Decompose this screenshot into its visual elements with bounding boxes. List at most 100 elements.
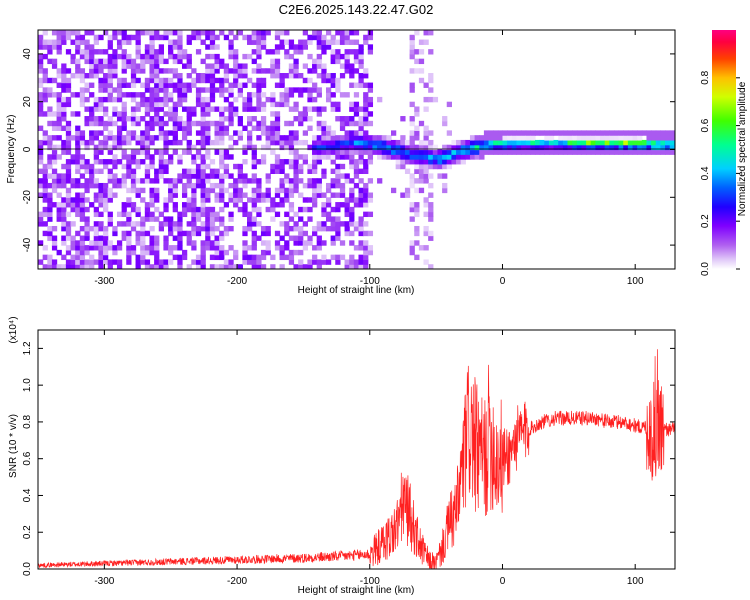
heatmap-cell: [61, 221, 67, 227]
heatmap-cell: [247, 139, 253, 146]
heatmap-cell: [191, 159, 197, 165]
heatmap-cell: [84, 87, 90, 93]
heatmap-cell: [154, 197, 160, 203]
heatmap-cell: [572, 135, 578, 141]
heatmap-cell: [158, 49, 165, 55]
heatmap-cell: [237, 178, 243, 184]
heatmap-cell: [103, 249, 109, 256]
heatmap-cell: [103, 225, 109, 232]
heatmap-cell: [98, 144, 104, 151]
heatmap-cell: [93, 225, 99, 232]
heatmap-cell: [316, 53, 322, 60]
heatmap-cell: [442, 182, 448, 189]
heatmap-cell: [47, 111, 53, 117]
heatmap-cell: [195, 77, 202, 84]
heatmap-cell: [75, 154, 81, 160]
heatmap-cell: [293, 163, 299, 170]
heatmap-cell: [38, 221, 44, 227]
heatmap-cell: [135, 34, 141, 41]
heatmap-cell: [428, 182, 434, 189]
heatmap-cell: [242, 192, 248, 198]
heatmap-cell: [233, 163, 239, 170]
heatmap-cell: [353, 58, 360, 65]
heatmap-cell: [65, 264, 72, 269]
heatmap-cell: [223, 230, 230, 237]
heatmap-cell: [293, 182, 299, 189]
heatmap-cell: [65, 230, 72, 237]
heatmap-cell: [47, 106, 53, 112]
heatmap-cell: [135, 221, 141, 227]
heatmap-cell: [581, 135, 587, 141]
heatmap-cell: [637, 135, 643, 141]
heatmap-cell: [103, 187, 109, 194]
heatmap-cell: [270, 130, 276, 136]
heatmap-cell: [335, 173, 341, 179]
heatmap-cell: [321, 34, 327, 41]
heatmap-cell: [200, 168, 206, 174]
heatmap-cell: [525, 139, 531, 146]
heatmap-cell: [260, 249, 267, 256]
heatmap-cell: [228, 211, 234, 218]
spectrogram-cells: [38, 30, 675, 269]
heatmap-cell: [130, 73, 137, 79]
heatmap-cell: [414, 106, 420, 112]
heatmap-cell: [288, 182, 295, 189]
heatmap-cell: [284, 245, 290, 251]
heatmap-cell: [144, 264, 151, 269]
heatmap-cell: [312, 259, 318, 265]
heatmap-cell: [395, 159, 401, 165]
heatmap-cell: [335, 254, 341, 261]
heatmap-cell: [307, 168, 313, 174]
heatmap-cell: [502, 135, 508, 141]
heatmap-cell: [274, 116, 281, 122]
heatmap-cell: [177, 73, 183, 79]
heatmap-cell: [75, 264, 81, 269]
heatmap-cell: [177, 82, 183, 88]
heatmap-cell: [219, 254, 225, 261]
heatmap-cell: [158, 154, 165, 160]
heatmap-cell: [349, 211, 355, 218]
heatmap-cell: [177, 58, 183, 65]
heatmap-cell: [38, 92, 44, 98]
heatmap-cell: [107, 58, 113, 65]
heatmap-cell: [548, 149, 555, 155]
heatmap-cell: [353, 197, 360, 203]
heatmap-cell: [321, 192, 327, 198]
heatmap-cell: [256, 49, 262, 55]
heatmap-cell: [181, 168, 188, 174]
heatmap-cell: [534, 149, 541, 155]
heatmap-cell: [335, 101, 341, 108]
heatmap-cell: [386, 149, 392, 155]
heatmap-cell: [47, 259, 53, 265]
heatmap-cell: [242, 149, 248, 155]
heatmap-cell: [233, 249, 239, 256]
heatmap-cell: [205, 53, 211, 60]
heatmap-cell: [195, 87, 202, 93]
heatmap-cell: [293, 116, 299, 122]
heatmap-cell: [135, 254, 141, 261]
heatmap-cell: [121, 135, 127, 141]
heatmap-cell: [98, 197, 104, 203]
heatmap-cell: [358, 154, 364, 160]
heatmap-cell: [288, 163, 295, 170]
heatmap-cell: [191, 168, 197, 174]
heatmap-cell: [51, 39, 58, 45]
heatmap-cell: [181, 130, 188, 136]
heatmap-cell: [344, 259, 350, 265]
heatmap-cell: [228, 144, 234, 151]
heatmap-cell: [260, 116, 267, 122]
heatmap-cell: [288, 44, 295, 50]
heatmap-cell: [158, 53, 165, 60]
heatmap-cell: [75, 58, 81, 65]
heatmap-cell: [186, 178, 192, 184]
heatmap-cell: [61, 235, 67, 241]
heatmap-cell: [423, 125, 429, 131]
heatmap-cell: [112, 154, 118, 160]
heatmap-cell: [242, 202, 248, 208]
heatmap-cell: [116, 92, 123, 98]
heatmap-cell: [251, 116, 257, 122]
heatmap-cell: [51, 92, 58, 98]
heatmap-cell: [321, 202, 327, 208]
heatmap-cell: [451, 154, 457, 160]
heatmap-cell: [107, 68, 113, 74]
